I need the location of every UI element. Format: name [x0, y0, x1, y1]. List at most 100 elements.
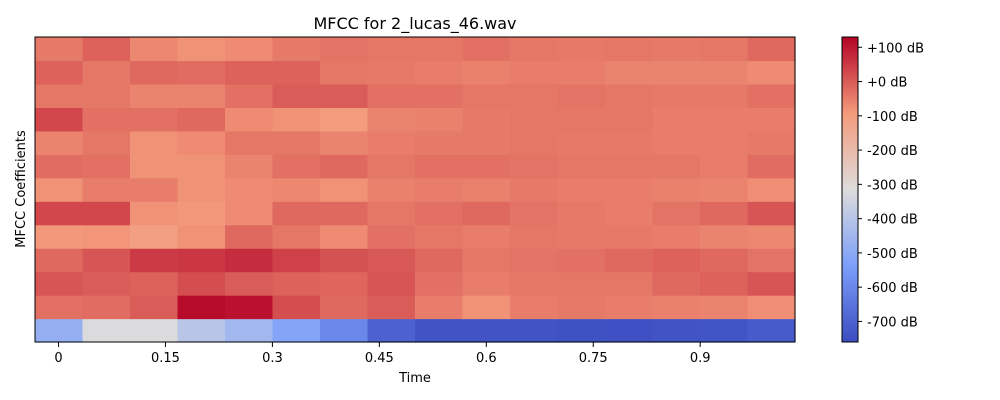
heatmap-cell [130, 83, 179, 108]
heatmap-cell [35, 295, 84, 320]
x-tick-label: 0 [54, 351, 62, 366]
heatmap-cell [82, 271, 131, 296]
heatmap-cell [700, 37, 749, 62]
colorbar-tick-label: -200 dB [867, 144, 918, 159]
heatmap-cell [82, 60, 131, 85]
heatmap-cell [557, 154, 606, 179]
heatmap-cell [320, 224, 369, 249]
plot-frame [34, 36, 796, 343]
heatmap-cell [605, 224, 654, 249]
heatmap-cell [462, 224, 511, 249]
heatmap-cell [177, 37, 226, 62]
heatmap-cell [82, 248, 131, 273]
heatmap-cell [510, 177, 559, 202]
heatmap-cell [652, 37, 701, 62]
heatmap-cell [130, 271, 179, 296]
heatmap-cell [35, 318, 84, 343]
heatmap-cell [130, 224, 179, 249]
heatmap-cell [605, 60, 654, 85]
colorbar-tick-label: -600 dB [867, 281, 918, 296]
heatmap-cell [82, 37, 131, 62]
heatmap-cell [700, 60, 749, 85]
heatmap-cell [700, 224, 749, 249]
heatmap-cell [462, 37, 511, 62]
heatmap-cell [130, 201, 179, 226]
colorbar-ticks: +100 dB +0 dB -100 dB -200 dB -300 dB -400 dB… [858, 41, 924, 330]
heatmap-cell [557, 318, 606, 343]
heatmap-cell [367, 271, 416, 296]
heatmap-cell [700, 201, 749, 226]
heatmap-cell [82, 224, 131, 249]
colorbar-tick-label: +100 dB [867, 41, 924, 56]
heatmap-cell [177, 201, 226, 226]
heatmap-cell [415, 177, 464, 202]
heatmap-cell [462, 130, 511, 155]
heatmap-cell [367, 130, 416, 155]
heatmap-cell [177, 295, 226, 320]
heatmap-cell [130, 318, 179, 343]
heatmap-cell [225, 224, 274, 249]
heatmap-cell [320, 107, 369, 132]
heatmap-cell [177, 271, 226, 296]
heatmap-cell [320, 83, 369, 108]
heatmap-cell [35, 224, 84, 249]
heatmap-cell [177, 107, 226, 132]
heatmap-cell [35, 60, 84, 85]
heatmap-cell [462, 154, 511, 179]
heatmap-cell [415, 60, 464, 85]
heatmap-cell [605, 154, 654, 179]
heatmap-cell [367, 224, 416, 249]
heatmap-cell [225, 201, 274, 226]
heatmap-cell [700, 318, 749, 343]
heatmap-cell [652, 130, 701, 155]
heatmap-cell [652, 271, 701, 296]
heatmap-cell [557, 248, 606, 273]
heatmap-cell [700, 295, 749, 320]
heatmap-cell [510, 295, 559, 320]
heatmap-cell [747, 224, 796, 249]
x-tick-label: 0.75 [579, 351, 608, 366]
heatmap-cell [35, 130, 84, 155]
heatmap-cell [605, 130, 654, 155]
y-axis-label: MFCC Coefficients [14, 130, 29, 248]
heatmap-cell [510, 154, 559, 179]
heatmap-cell [177, 224, 226, 249]
heatmap-cell [557, 201, 606, 226]
heatmap-cell [510, 248, 559, 273]
heatmap-cell [747, 295, 796, 320]
heatmap-cell [747, 130, 796, 155]
heatmap-cell [415, 295, 464, 320]
heatmap-cell [35, 154, 84, 179]
heatmap-cell [272, 177, 321, 202]
heatmap-cell [605, 271, 654, 296]
heatmap-cell [225, 248, 274, 273]
heatmap-cell [652, 295, 701, 320]
heatmap-cell [652, 60, 701, 85]
heatmap-cell [320, 177, 369, 202]
heatmap-cell [225, 107, 274, 132]
heatmap-cell [272, 318, 321, 343]
heatmap-cell [225, 271, 274, 296]
heatmap-cell [272, 60, 321, 85]
x-tick-label: 0.3 [262, 351, 283, 366]
colorbar-tick-label: -300 dB [867, 178, 918, 193]
heatmap-cell [177, 177, 226, 202]
heatmap-cell [652, 107, 701, 132]
heatmap-cell [35, 177, 84, 202]
heatmap-cell [272, 154, 321, 179]
heatmap-cell [557, 83, 606, 108]
heatmap-cell [415, 83, 464, 108]
colorbar-tick-label: -500 dB [867, 247, 918, 262]
heatmap-cell [462, 271, 511, 296]
heatmap-cell [367, 318, 416, 343]
heatmap-cell [272, 224, 321, 249]
heatmap-cell [415, 37, 464, 62]
heatmap-cell [700, 83, 749, 108]
heatmap-cell [700, 107, 749, 132]
heatmap-cell [747, 177, 796, 202]
heatmap-cell [272, 201, 321, 226]
heatmap-cell [320, 154, 369, 179]
heatmap-cell [225, 177, 274, 202]
heatmap-cell [320, 201, 369, 226]
heatmap-cell [225, 37, 274, 62]
